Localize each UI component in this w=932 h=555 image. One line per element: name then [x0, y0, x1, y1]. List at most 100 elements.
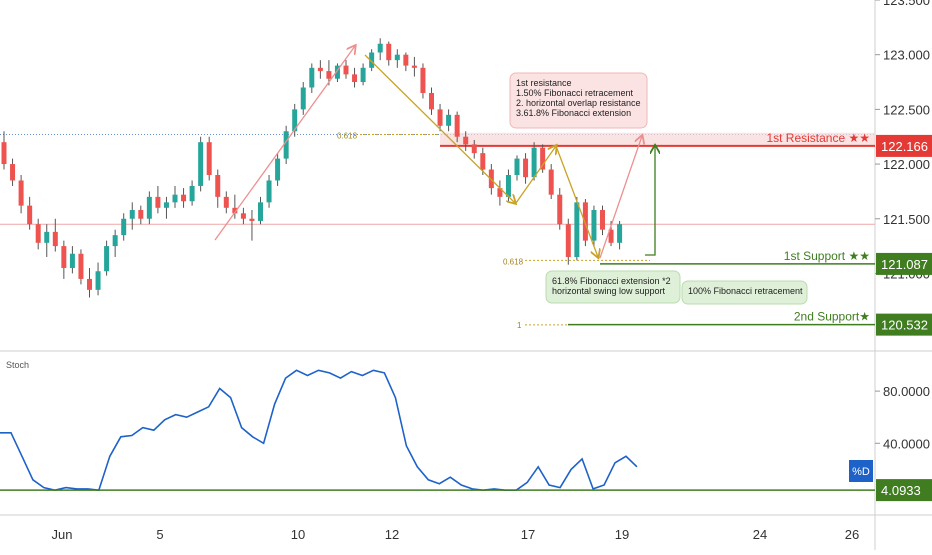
fib-label-a: 0.618	[337, 132, 358, 141]
candle-body	[275, 158, 281, 181]
resistance-annotation-line: 1st resistance	[516, 78, 572, 88]
candle-body	[471, 144, 477, 154]
candle-body	[523, 158, 529, 178]
y-tick-label: 123.000	[883, 48, 930, 63]
candle-body	[454, 114, 460, 137]
level-badge	[876, 313, 932, 336]
stoch-d-line	[0, 369, 638, 492]
candle-body	[369, 52, 375, 68]
candle-body	[617, 224, 623, 243]
candle-body	[326, 71, 332, 79]
candle-body	[215, 175, 221, 197]
y-tick-label: 123.500	[883, 0, 930, 8]
candle-body	[189, 185, 195, 202]
resistance-zone	[440, 132, 875, 146]
resistance-annotation-line: 3.61.8% Fibonacci extension	[516, 108, 631, 118]
candle-body	[377, 43, 383, 53]
candle-body	[240, 213, 246, 219]
stoch-value: 4.0933	[881, 483, 921, 498]
candle-body	[121, 218, 127, 236]
candle-body	[582, 202, 588, 241]
candle-body	[292, 109, 298, 132]
support-annotation-line: horizontal swing low support	[552, 286, 666, 296]
candle-body	[309, 67, 315, 88]
candle-body	[437, 109, 443, 126]
arrow-target	[599, 136, 642, 259]
candle-body	[574, 202, 580, 258]
level-label: 2nd Support★	[794, 310, 870, 324]
candle-body	[155, 196, 161, 208]
arrow-up-impulse	[214, 46, 355, 241]
candle-body	[95, 271, 101, 290]
arrow-down-impulse	[364, 54, 515, 203]
candle-body	[69, 253, 75, 268]
arrow-down-second	[555, 145, 598, 257]
candle-body	[112, 235, 118, 247]
candle-body	[394, 54, 400, 61]
candle-body	[27, 205, 33, 225]
candle-body	[480, 153, 486, 170]
candle-body	[548, 169, 554, 195]
stoch-tick-label: 40.0000	[883, 436, 930, 451]
support-annotation-line: 61.8% Fibonacci extension *2	[552, 276, 671, 286]
x-tick-label: 19	[615, 527, 629, 542]
arrow-green-up	[645, 146, 655, 256]
candle-body	[198, 142, 204, 186]
x-tick-label: Jun	[52, 527, 73, 542]
candle-body	[78, 253, 84, 279]
level-badge-value: 120.532	[881, 318, 928, 333]
y-tick-label: 122.500	[883, 102, 930, 117]
x-tick-label: 10	[291, 527, 305, 542]
stoch-series-badge	[849, 460, 873, 482]
candle-body	[206, 142, 212, 175]
candle-body	[352, 74, 358, 83]
candle-body	[163, 202, 169, 208]
candle-body	[61, 246, 67, 268]
fib-label-b: 0.618	[503, 257, 524, 266]
support2-annotation-line: 100% Fibonacci retracement	[688, 286, 803, 296]
x-tick-label: 5	[156, 527, 163, 542]
candle-body	[420, 67, 426, 93]
candle-body	[18, 180, 24, 206]
stoch-tick-label: 80.0000	[883, 384, 930, 399]
candle-body	[300, 87, 306, 110]
candle-body	[266, 180, 272, 203]
candle-body	[1, 142, 7, 165]
stoch-title: Stoch	[6, 360, 29, 370]
y-tick-label: 122.000	[883, 157, 930, 172]
y-tick-label: 121.500	[883, 212, 930, 227]
level-label: 1st Resistance ★★	[766, 131, 870, 145]
candle-body	[608, 229, 614, 243]
x-tick-label: 12	[385, 527, 399, 542]
x-tick-label: 17	[521, 527, 535, 542]
candle-body	[172, 194, 178, 203]
candle-body	[258, 202, 263, 221]
arrow-retrace	[515, 146, 556, 204]
candle-body	[531, 147, 537, 178]
candle-body	[497, 188, 503, 197]
candle-body	[249, 218, 255, 221]
candle-body	[505, 175, 511, 197]
candle-body	[10, 164, 16, 181]
candle-body	[403, 54, 409, 66]
candle-body	[283, 131, 289, 159]
candle-body	[343, 65, 349, 75]
candle-body	[446, 114, 452, 126]
candle-body	[591, 210, 597, 241]
candle-body	[129, 210, 135, 219]
resistance-annotation-line: 1.50% Fibonacci retracement	[516, 88, 634, 98]
candle-body	[44, 231, 50, 243]
candle-body	[138, 210, 144, 219]
candle-body	[223, 196, 229, 208]
candle-body	[540, 147, 546, 170]
candle-body	[317, 67, 323, 72]
candle-body	[181, 194, 187, 202]
stoch-value-badge	[876, 479, 932, 502]
support-annotation	[545, 270, 681, 304]
candle-body	[463, 136, 469, 145]
resistance-annotation	[509, 72, 648, 129]
x-tick-label: 24	[753, 527, 767, 542]
candle-body	[411, 65, 417, 68]
